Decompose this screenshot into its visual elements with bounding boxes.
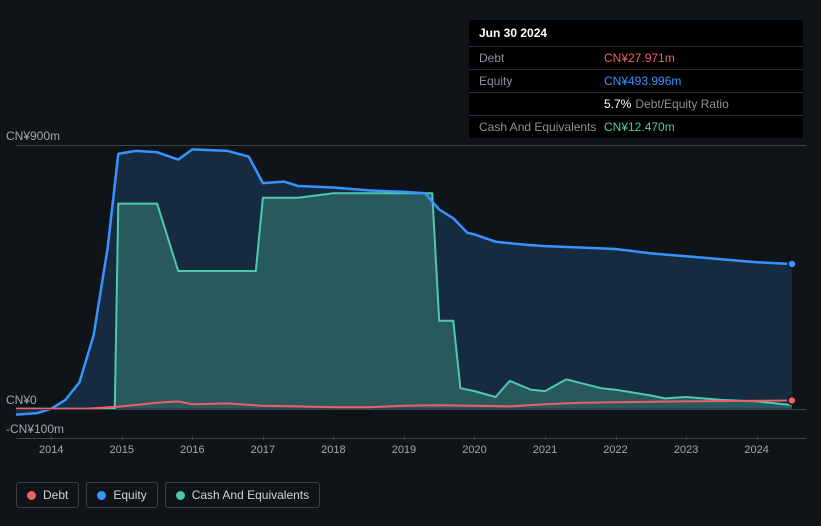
tooltip-row: DebtCN¥27.971m [469, 47, 803, 70]
tooltip-row: 5.7% Debt/Equity Ratio [469, 93, 803, 116]
gridline [16, 409, 806, 410]
legend-label: Cash And Equivalents [192, 488, 309, 502]
x-axis-label: 2020 [462, 444, 486, 456]
x-axis-label: 2015 [110, 444, 134, 456]
chart-tooltip: Jun 30 2024 DebtCN¥27.971mEquityCN¥493.9… [469, 20, 803, 138]
tooltip-row-label [479, 97, 604, 111]
x-axis-label: 2022 [603, 444, 627, 456]
legend-dot-icon [27, 491, 36, 500]
tooltip-row-extra: Debt/Equity Ratio [635, 97, 728, 111]
gridline [16, 438, 806, 439]
tooltip-row-value: CN¥493.996m [604, 74, 681, 88]
x-axis: 2014 2015 2016 2017 2018 2019 2020 2021 2022 2023… [16, 444, 806, 462]
tooltip-date: Jun 30 2024 [469, 20, 803, 47]
tooltip-row-value: CN¥27.971m [604, 51, 675, 65]
x-axis-label: 2024 [744, 444, 768, 456]
tooltip-row: Cash And EquivalentsCN¥12.470m [469, 116, 803, 138]
legend-dot-icon [97, 491, 106, 500]
tooltip-row-value: CN¥12.470m [604, 120, 675, 134]
gridline [16, 145, 806, 146]
x-axis-label: 2014 [39, 444, 63, 456]
legend-item-cash[interactable]: Cash And Equivalents [165, 482, 320, 508]
x-axis-label: 2018 [321, 444, 345, 456]
tooltip-row-label: Debt [479, 51, 604, 65]
legend-item-debt[interactable]: Debt [16, 482, 79, 508]
x-axis-label: 2021 [533, 444, 557, 456]
chart-legend: Debt Equity Cash And Equivalents [16, 482, 320, 508]
tooltip-row-value: 5.7% [604, 97, 631, 111]
x-axis-label: 2023 [674, 444, 698, 456]
chart-plot-area [16, 125, 806, 470]
y-axis-label: CN¥900m [6, 129, 60, 143]
legend-label: Equity [113, 488, 146, 502]
x-axis-label: 2016 [180, 444, 204, 456]
tooltip-row: EquityCN¥493.996m [469, 70, 803, 93]
legend-dot-icon [176, 491, 185, 500]
x-axis-label: 2019 [392, 444, 416, 456]
y-axis-label: -CN¥100m [6, 422, 64, 436]
legend-label: Debt [43, 488, 68, 502]
legend-item-equity[interactable]: Equity [86, 482, 157, 508]
tooltip-row-label: Cash And Equivalents [479, 120, 604, 134]
x-axis-label: 2017 [251, 444, 275, 456]
y-axis-label: CN¥0 [6, 393, 37, 407]
tooltip-row-label: Equity [479, 74, 604, 88]
